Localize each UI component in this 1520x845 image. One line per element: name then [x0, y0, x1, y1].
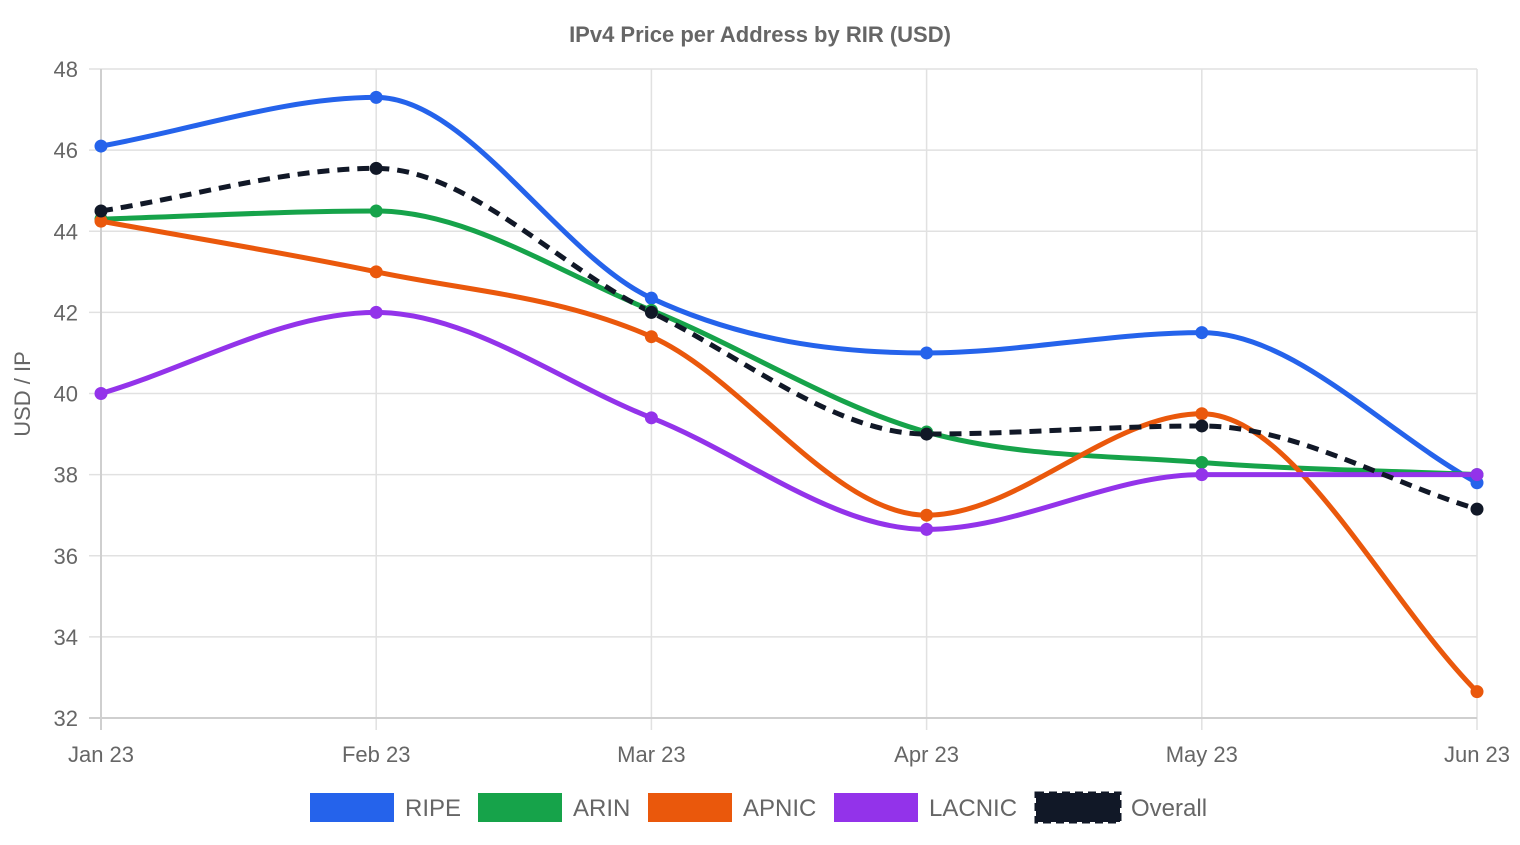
- y-tick-label: 32: [54, 706, 78, 731]
- y-axis-label: USD / IP: [10, 351, 35, 437]
- axes: 32 34 36 38 40 42 44 46 48 Jan 23 Feb 23 Mar 23 Apr …: [54, 57, 1511, 767]
- y-tick-label: 38: [54, 463, 78, 488]
- x-tick-label: May 23: [1166, 742, 1238, 767]
- data-point-ripe: [644, 291, 658, 305]
- series-line-arin: [100, 208, 1478, 478]
- legend-swatch: [1034, 791, 1122, 824]
- x-tick-label: Jan 23: [68, 742, 134, 767]
- data-point-lacnic: [369, 305, 383, 319]
- legend-item-apnic[interactable]: APNIC: [648, 793, 816, 822]
- legend-swatch: [310, 793, 394, 822]
- data-points: [94, 90, 1484, 699]
- legend-label: LACNIC: [929, 795, 1017, 822]
- x-tick-label: Feb 23: [342, 742, 411, 767]
- data-point-lacnic: [1195, 468, 1209, 482]
- data-point-apnic: [1470, 685, 1484, 699]
- data-point-ripe: [1195, 326, 1209, 340]
- data-point-apnic: [920, 508, 934, 522]
- data-point-overall: [369, 161, 383, 175]
- data-point-lacnic: [920, 522, 934, 536]
- y-tick-label: 48: [54, 57, 78, 82]
- legend-item-arin[interactable]: ARIN: [478, 793, 630, 822]
- data-point-overall: [94, 204, 108, 218]
- legend-swatch: [478, 793, 562, 822]
- x-tick-label: Apr 23: [894, 742, 959, 767]
- y-tick-label: 36: [54, 544, 78, 569]
- legend-swatch: [648, 793, 732, 822]
- y-tick-label: 42: [54, 300, 78, 325]
- data-point-arin: [369, 204, 383, 218]
- series-line-ripe: [100, 94, 1479, 485]
- data-point-lacnic: [644, 411, 658, 425]
- data-point-apnic: [369, 265, 383, 279]
- data-point-overall: [920, 427, 934, 441]
- x-tick-label: Mar 23: [617, 742, 685, 767]
- legend-item-lacnic[interactable]: LACNIC: [834, 793, 1017, 822]
- series-lines: [100, 94, 1479, 694]
- legend-label: APNIC: [743, 795, 816, 822]
- data-point-overall: [1470, 502, 1484, 516]
- grid: [89, 68, 1478, 730]
- y-tick-label: 40: [54, 382, 78, 407]
- data-point-apnic: [94, 214, 108, 228]
- series-line-apnic: [100, 218, 1479, 694]
- legend-label: RIPE: [405, 795, 461, 822]
- data-point-overall: [1195, 419, 1209, 433]
- data-point-apnic: [644, 330, 658, 344]
- legend-label: ARIN: [573, 795, 630, 822]
- data-point-overall: [644, 305, 658, 319]
- series-line-lacnic: [100, 309, 1477, 532]
- chart-title: IPv4 Price per Address by RIR (USD): [569, 22, 951, 47]
- data-point-ripe: [369, 90, 383, 104]
- legend: RIPE ARIN APNIC LACNIC Overall: [310, 791, 1207, 824]
- data-point-lacnic: [94, 387, 108, 400]
- data-point-ripe: [920, 346, 934, 360]
- legend-label: Overall: [1131, 795, 1207, 822]
- data-point-ripe: [94, 139, 108, 153]
- legend-item-overall[interactable]: Overall: [1034, 791, 1207, 824]
- x-tick-label: Jun 23: [1444, 742, 1510, 767]
- series-line-overall: [100, 165, 1478, 512]
- y-tick-label: 46: [54, 138, 78, 163]
- legend-swatch: [834, 793, 918, 822]
- y-tick-label: 34: [54, 625, 78, 650]
- data-point-arin: [1195, 455, 1209, 469]
- data-point-lacnic: [1470, 468, 1484, 482]
- y-tick-label: 44: [54, 219, 78, 244]
- data-point-apnic: [1195, 407, 1209, 421]
- legend-item-ripe[interactable]: RIPE: [310, 793, 461, 822]
